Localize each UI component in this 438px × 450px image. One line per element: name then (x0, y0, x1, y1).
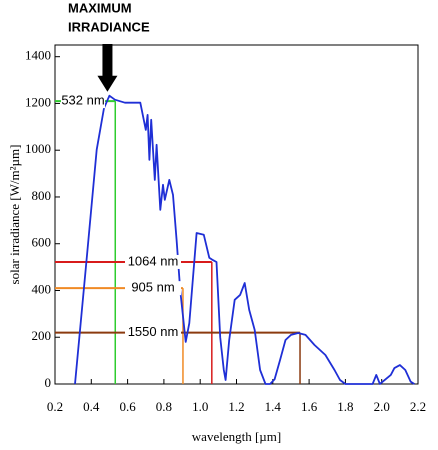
y-axis-title: solar irradiance [W/m²µm] (7, 145, 22, 285)
x-tick-label: 1.4 (265, 399, 282, 414)
x-tick-label: 1.8 (337, 399, 353, 414)
marker-label: 905 nm (131, 280, 174, 295)
x-axis-title: wavelength [µm] (192, 429, 281, 444)
y-tick-label: 800 (32, 188, 52, 203)
marker-label: 1064 nm (128, 253, 179, 268)
y-tick-label: 0 (45, 375, 52, 390)
marker-label-bg (125, 325, 181, 340)
x-tick-label: 0.2 (47, 399, 63, 414)
y-tick-label: 400 (32, 281, 52, 296)
y-tick-label: 600 (32, 235, 52, 250)
x-tick-label: 1.0 (192, 399, 208, 414)
x-tick-label: 1.6 (301, 399, 318, 414)
marker-label: 532 nm (61, 93, 104, 108)
x-tick-label: 2.0 (374, 399, 390, 414)
annotation: MAXIMUM (68, 0, 132, 15)
marker-label-bg (61, 94, 105, 109)
annotation: IRRADIANCE (68, 19, 150, 34)
marker-label-bg (125, 281, 181, 296)
arrow-head (97, 75, 118, 92)
arrow-shaft (102, 44, 113, 78)
x-tick-label: 0.4 (83, 399, 100, 414)
y-tick-label: 1000 (25, 141, 51, 156)
x-tick-label: 1.2 (228, 399, 244, 414)
x-tick-label: 0.6 (119, 399, 136, 414)
marker-label-bg (125, 254, 181, 269)
spectrum-line (74, 94, 415, 385)
x-tick-label: 2.2 (410, 399, 426, 414)
marker-label: 1550 nm (128, 324, 179, 339)
y-tick-label: 200 (32, 328, 52, 343)
x-tick-label: 0.8 (156, 399, 172, 414)
y-tick-label: 1400 (25, 48, 51, 63)
y-tick-label: 1200 (25, 94, 51, 109)
